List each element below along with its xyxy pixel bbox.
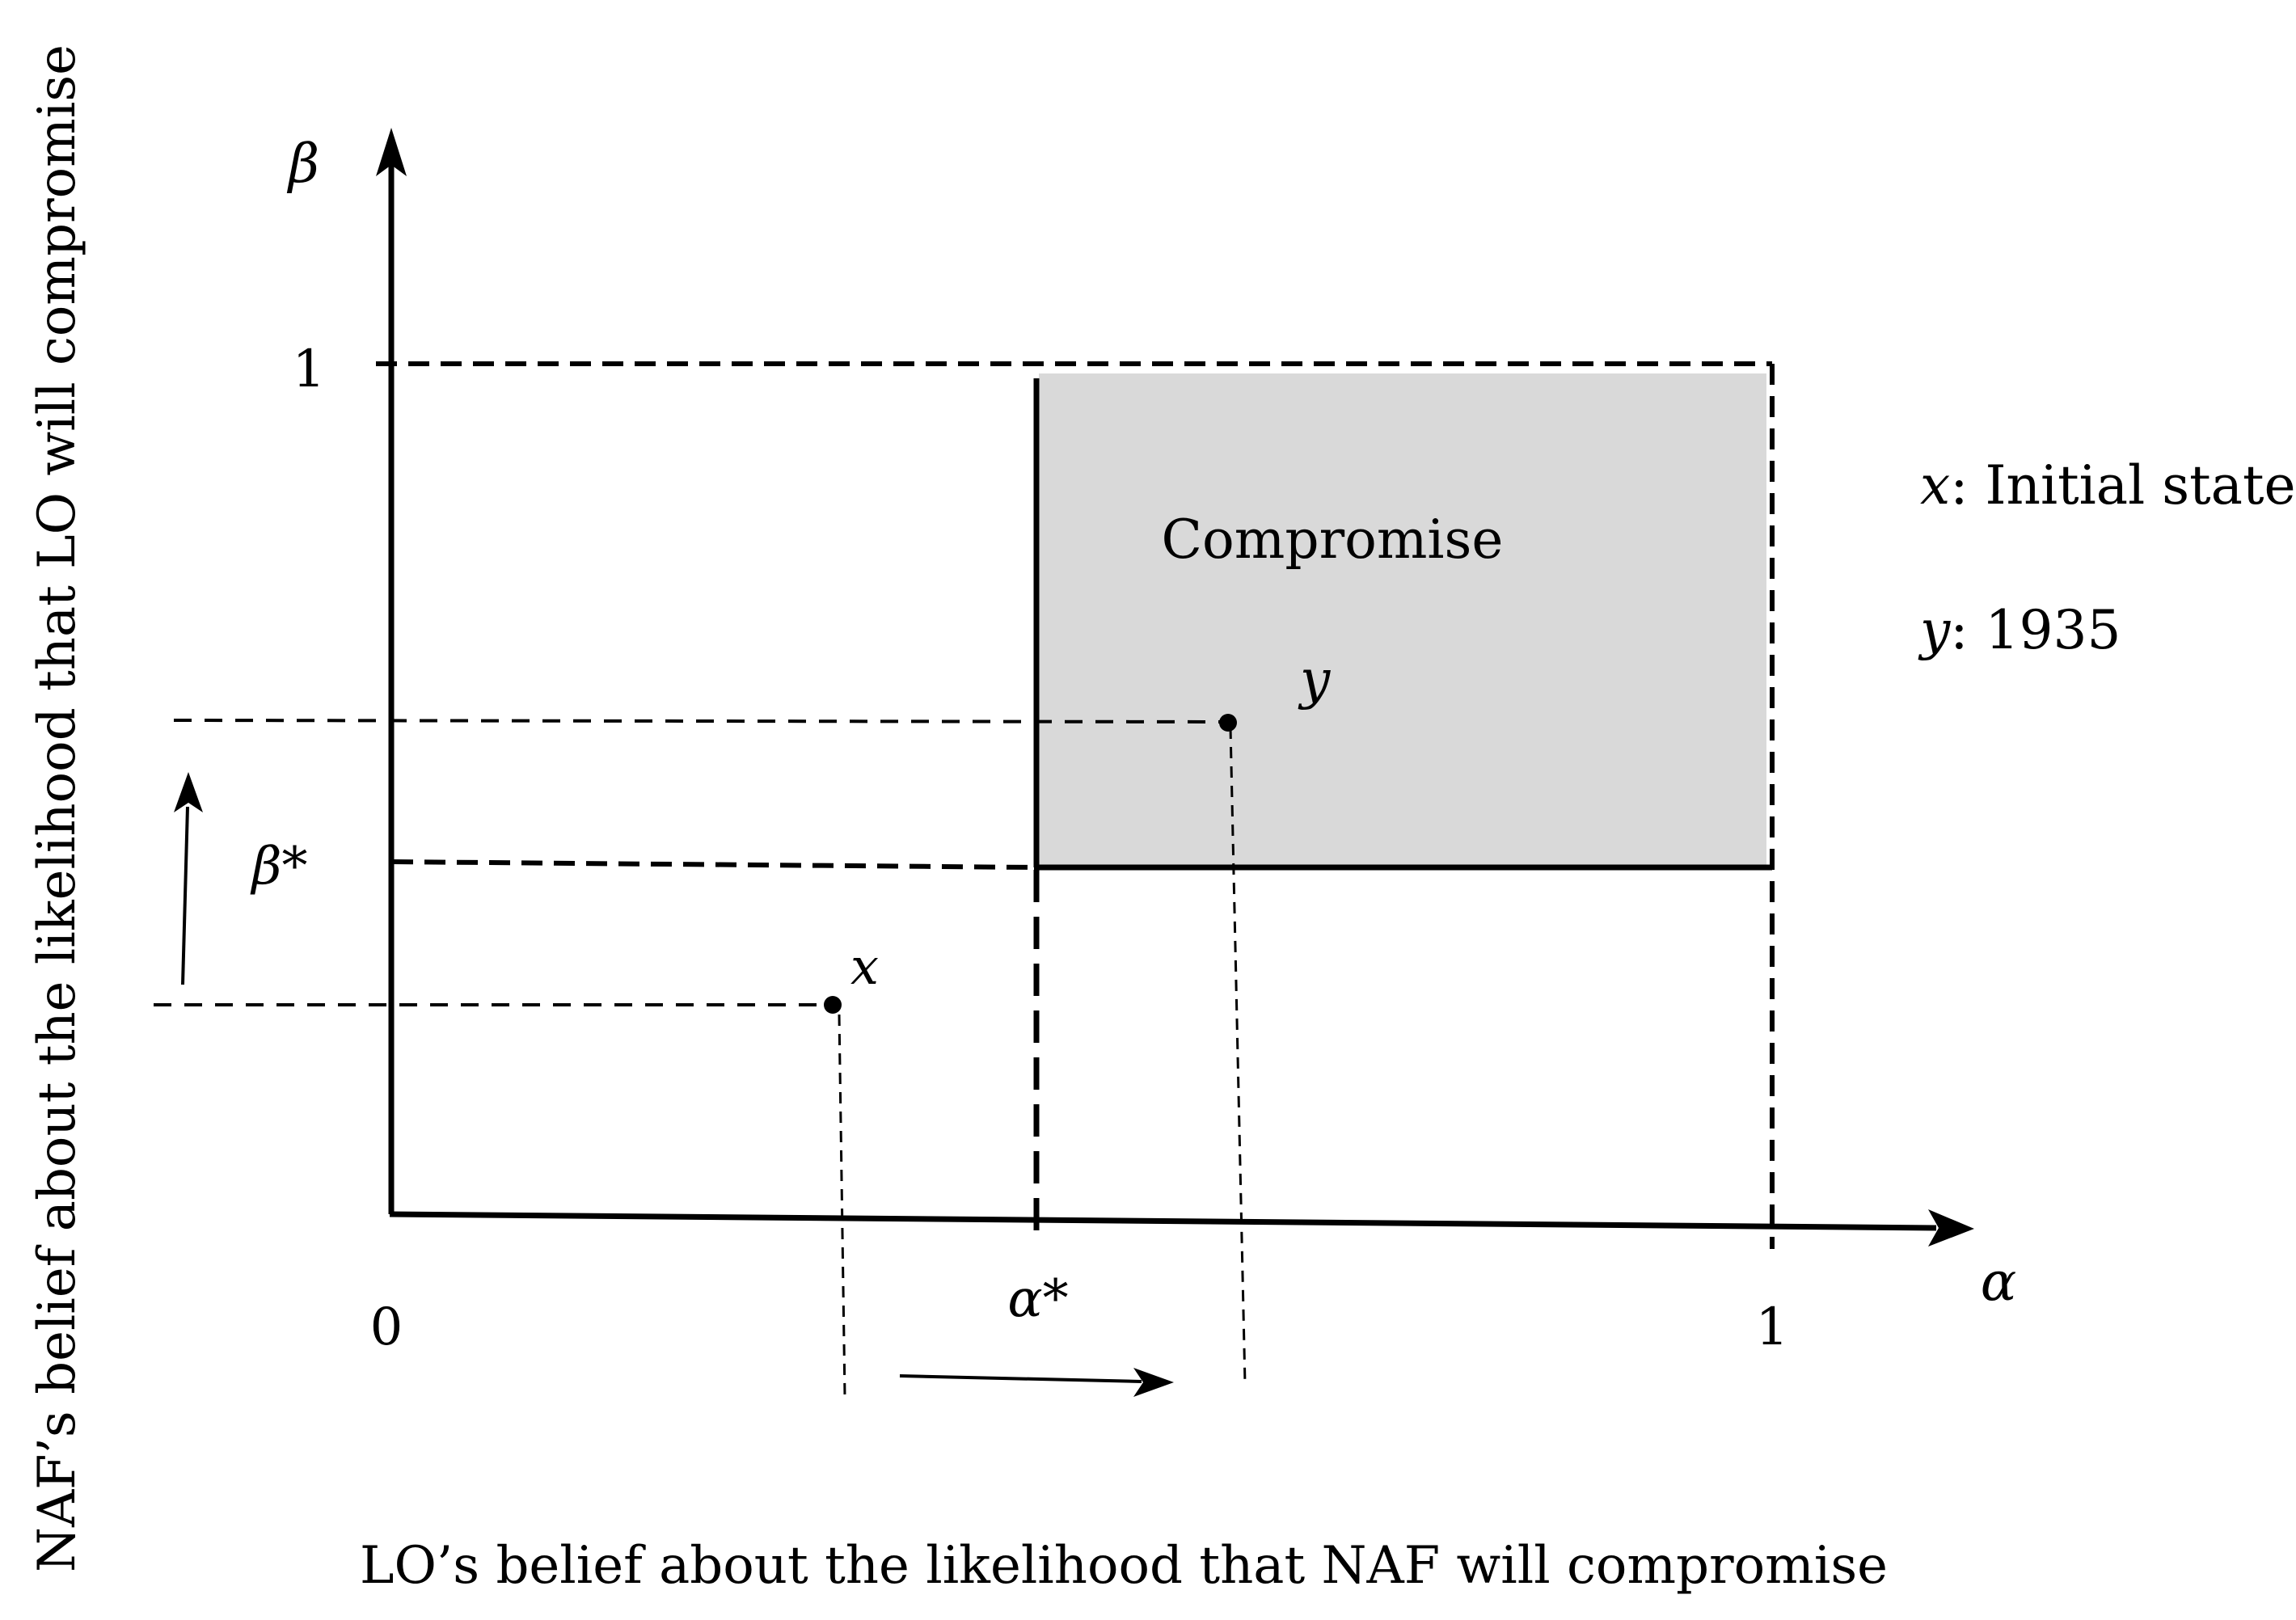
point-y-horizontal-guide bbox=[173, 719, 1228, 724]
legend-x-symbol: x bbox=[1920, 454, 1950, 517]
point-y-label: y bbox=[1298, 648, 1331, 711]
compromise-region bbox=[1039, 373, 1766, 867]
legend-1935: y: 1935 bbox=[1918, 599, 2121, 661]
alpha-increase-arrow bbox=[899, 1374, 1142, 1383]
svg-text:y: 1935: y: 1935 bbox=[1918, 599, 2121, 661]
y-axis-arrowhead bbox=[376, 128, 407, 176]
y-axis-tick-one: 1 bbox=[293, 340, 326, 399]
origin-tick: 0 bbox=[370, 1297, 403, 1357]
x-axis-title: LO’s belief about the likelihood that NA… bbox=[360, 1536, 1888, 1596]
legend-initial-state: x: Initial state bbox=[1920, 454, 2296, 517]
beta-star-tick: β* bbox=[251, 837, 308, 896]
x-axis-arrowhead bbox=[1928, 1209, 1974, 1247]
point-y-vertical-guide bbox=[1229, 727, 1247, 1385]
x-axis bbox=[389, 1211, 1937, 1231]
alpha-axis-symbol: α bbox=[1981, 1251, 2017, 1313]
alpha-increase-arrowhead bbox=[1133, 1368, 1174, 1397]
x-axis-tick-one: 1 bbox=[1756, 1297, 1789, 1357]
beta-increase-arrow bbox=[181, 806, 189, 985]
beta-star-dashed-line bbox=[391, 859, 1036, 870]
compromise-label: Compromise bbox=[1162, 508, 1504, 571]
alpha-star-tick: α* bbox=[1007, 1269, 1068, 1329]
beta-axis-symbol: β bbox=[286, 133, 319, 195]
legend-y-symbol: y bbox=[1918, 599, 1951, 661]
svg-text:x: Initial state: x: Initial state bbox=[1920, 454, 2296, 517]
y-axis-title: NAF’s belief about the likelihood that L… bbox=[27, 44, 87, 1572]
point-x-label: x bbox=[850, 937, 879, 996]
point-x-marker bbox=[824, 996, 842, 1014]
beta-increase-arrowhead bbox=[174, 772, 203, 812]
legend-x-text: : Initial state bbox=[1950, 454, 2295, 517]
point-y-marker bbox=[1219, 714, 1237, 732]
legend-y-text: : 1935 bbox=[1950, 599, 2121, 661]
point-x-vertical-guide bbox=[838, 1014, 846, 1398]
